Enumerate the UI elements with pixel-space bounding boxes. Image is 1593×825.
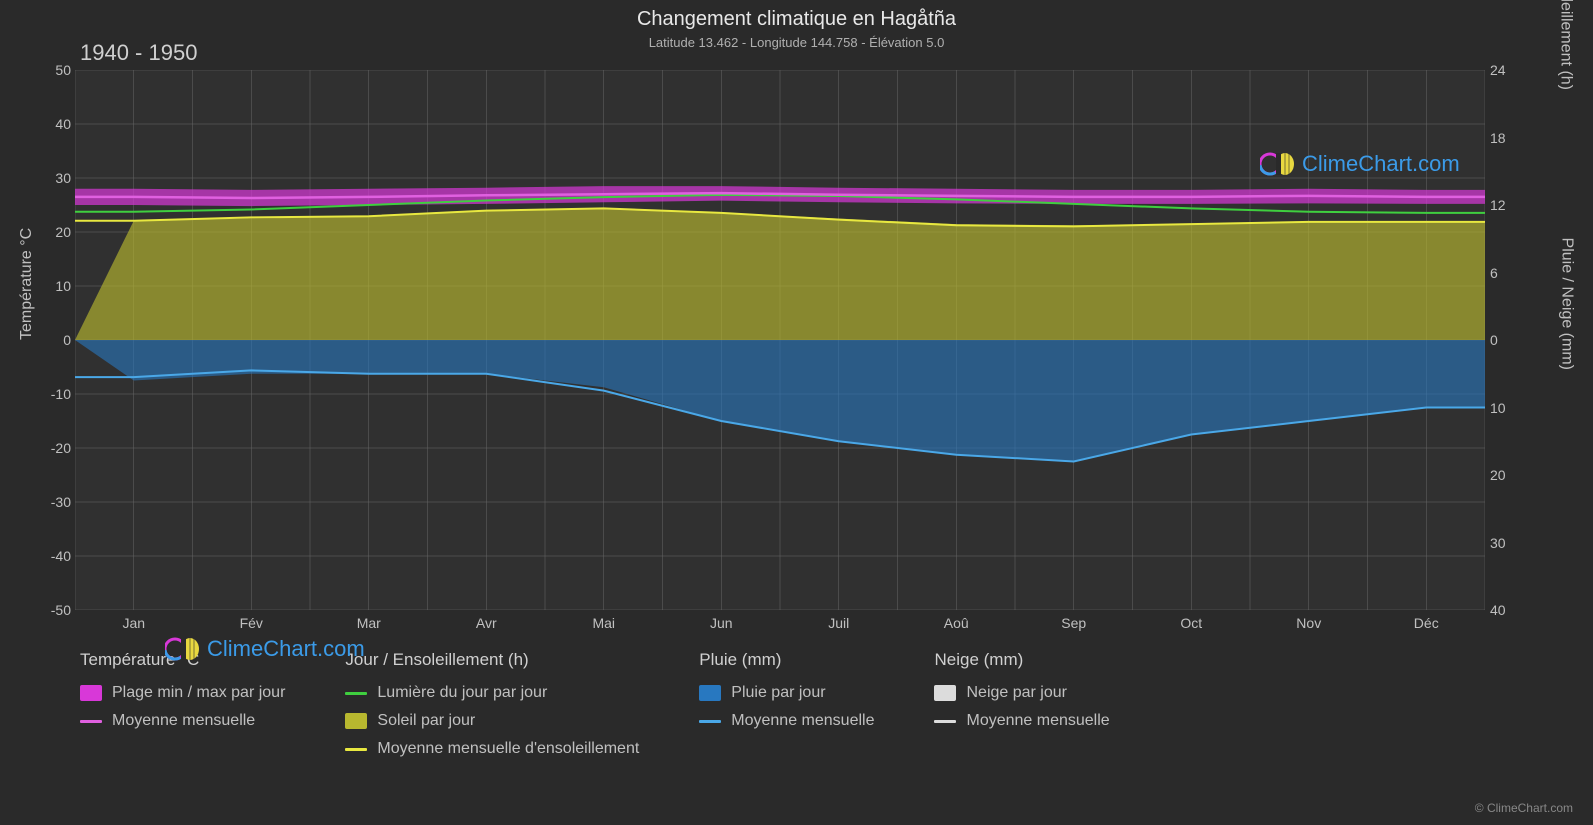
legend-swatch [80, 685, 102, 701]
legend-header: Neige (mm) [934, 650, 1109, 670]
legend-item: Neige par jour [934, 684, 1109, 702]
legend-label: Moyenne mensuelle [112, 712, 255, 730]
x-tick: Mar [357, 615, 381, 631]
y-tick-right: 24 [1490, 62, 1530, 78]
legend-label: Soleil par jour [377, 712, 475, 730]
legend-label: Neige par jour [966, 684, 1067, 702]
y-tick-left: 10 [11, 278, 71, 294]
legend-header: Jour / Ensoleillement (h) [345, 650, 639, 670]
climechart-logo-icon [165, 635, 201, 663]
y-tick-left: 0 [11, 332, 71, 348]
chart-title: Changement climatique en Hagåtña [0, 0, 1593, 31]
y-tick-left: -10 [11, 386, 71, 402]
chart-subtitle: Latitude 13.462 - Longitude 144.758 - Él… [0, 31, 1593, 50]
y-tick-right: 10 [1490, 400, 1530, 416]
y-tick-left: 30 [11, 170, 71, 186]
x-tick: Oct [1180, 615, 1202, 631]
x-tick: Jan [122, 615, 145, 631]
legend-label: Pluie par jour [731, 684, 825, 702]
y-tick-left: -40 [11, 548, 71, 564]
x-tick: Sep [1061, 615, 1086, 631]
legend-header: Pluie (mm) [699, 650, 874, 670]
x-tick: Mai [592, 615, 615, 631]
legend-swatch [345, 713, 367, 729]
x-tick: Fév [240, 615, 263, 631]
legend: Température °CPlage min / max par jourMo… [80, 650, 1553, 758]
legend-label: Moyenne mensuelle [731, 712, 874, 730]
legend-item: Moyenne mensuelle d'ensoleillement [345, 740, 639, 758]
legend-swatch [934, 685, 956, 701]
legend-item: Soleil par jour [345, 712, 639, 730]
legend-item: Plage min / max par jour [80, 684, 285, 702]
x-tick: Aoû [944, 615, 969, 631]
credit-text: © ClimeChart.com [1475, 801, 1573, 815]
watermark-text: ClimeChart.com [207, 636, 365, 662]
legend-swatch [934, 720, 956, 723]
y-tick-right: 20 [1490, 467, 1530, 483]
y-tick-right: 30 [1490, 535, 1530, 551]
x-tick: Déc [1414, 615, 1439, 631]
watermark-text: ClimeChart.com [1302, 151, 1460, 177]
y-tick-left: 20 [11, 224, 71, 240]
legend-swatch [699, 720, 721, 723]
x-tick: Jun [710, 615, 733, 631]
x-tick: Nov [1296, 615, 1321, 631]
y-tick-left: 40 [11, 116, 71, 132]
y-axis-right-top-label: Jour / Ensoleillement (h) [1557, 0, 1575, 90]
legend-item: Moyenne mensuelle [80, 712, 285, 730]
y-axis-right-bottom-label: Pluie / Neige (mm) [1557, 238, 1575, 370]
legend-item: Pluie par jour [699, 684, 874, 702]
legend-item: Moyenne mensuelle [934, 712, 1109, 730]
legend-label: Moyenne mensuelle d'ensoleillement [377, 740, 639, 758]
legend-swatch [345, 748, 367, 751]
legend-label: Plage min / max par jour [112, 684, 285, 702]
y-tick-right: 0 [1490, 332, 1530, 348]
climechart-logo-icon [1260, 150, 1296, 178]
y-tick-right: 18 [1490, 130, 1530, 146]
y-tick-left: -30 [11, 494, 71, 510]
year-range-label: 1940 - 1950 [80, 40, 197, 66]
legend-item: Lumière du jour par jour [345, 684, 639, 702]
legend-group: Pluie (mm) Pluie par jour Moyenne mensuell… [699, 650, 874, 758]
y-tick-left: -50 [11, 602, 71, 618]
legend-swatch [345, 692, 367, 695]
x-tick: Juil [828, 615, 849, 631]
legend-swatch [80, 720, 102, 723]
y-tick-left: 50 [11, 62, 71, 78]
legend-label: Lumière du jour par jour [377, 684, 547, 702]
legend-item: Moyenne mensuelle [699, 712, 874, 730]
x-tick: Avr [476, 615, 497, 631]
legend-group: Jour / Ensoleillement (h) Lumière du jour… [345, 650, 639, 758]
y-tick-right: 6 [1490, 265, 1530, 281]
legend-group: Température °CPlage min / max par jourMo… [80, 650, 285, 758]
y-tick-right: 40 [1490, 602, 1530, 618]
y-tick-left: -20 [11, 440, 71, 456]
y-tick-right: 12 [1490, 197, 1530, 213]
legend-group: Neige (mm) Neige par jour Moyenne mensuell… [934, 650, 1109, 758]
watermark: ClimeChart.com [1260, 150, 1460, 178]
watermark: ClimeChart.com [165, 635, 365, 663]
legend-swatch [699, 685, 721, 701]
legend-label: Moyenne mensuelle [966, 712, 1109, 730]
